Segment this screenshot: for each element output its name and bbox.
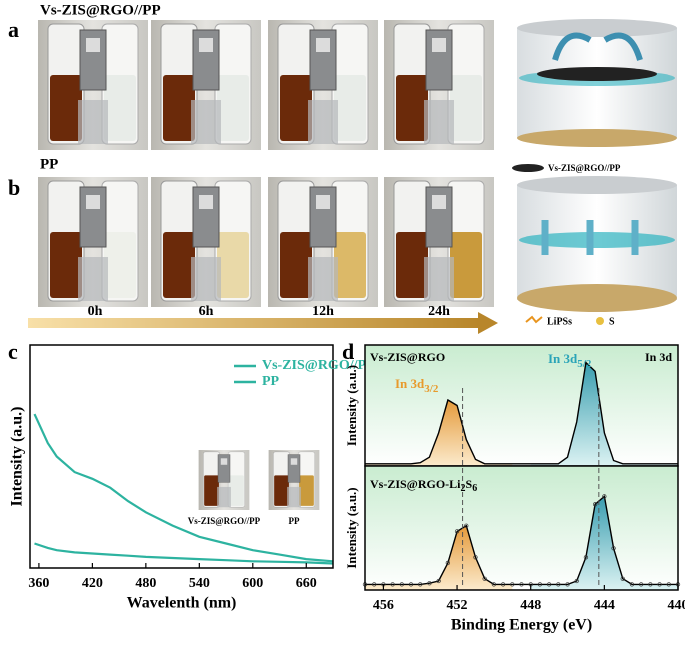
data-point (639, 582, 644, 587)
legend-label: S (609, 316, 615, 327)
peak-label-main: In 3d (395, 376, 425, 391)
x-tick-label: 452 (447, 598, 468, 613)
time-label: 0h (88, 304, 103, 319)
data-point (482, 576, 487, 581)
data-point (454, 529, 460, 534)
plot-frame (29, 344, 334, 569)
data-line (34, 542, 334, 565)
time-label: 6h (199, 304, 214, 319)
y-axis-label: Intensity (a.u.) (344, 487, 359, 568)
data-point (464, 523, 469, 528)
x-tick-label: 420 (82, 576, 103, 591)
peak-label-sub: 5/2 (577, 358, 592, 370)
data-point (629, 582, 635, 587)
schematic (512, 19, 677, 325)
data-point (473, 555, 478, 560)
y-axis-label: Intensity (a.u.) (9, 406, 26, 506)
data-point (565, 582, 570, 587)
peak-label: In 3d5/2 (548, 351, 592, 370)
data-line (365, 495, 678, 586)
data-point (556, 582, 561, 587)
inset-photos (198, 450, 320, 510)
peak-label: In 3d3/2 (395, 376, 439, 395)
x-axis-label: Wavelenth (nm) (127, 595, 237, 612)
plot-background (365, 345, 678, 466)
x-tick-label: 360 (28, 576, 49, 591)
x-tick-label: 540 (189, 576, 210, 591)
x-tick-label: 440 (668, 598, 685, 613)
legend-label: Vs-ZIS@RGO//PP (262, 358, 375, 373)
data-point (648, 582, 653, 587)
data-line (33, 413, 334, 563)
peak-area (530, 362, 678, 466)
data-point (519, 582, 524, 587)
y-axis-label: Intensity (a.u.) (344, 365, 359, 446)
data-point (611, 546, 616, 551)
panel-label: b (8, 175, 20, 200)
x-tick-label: 444 (594, 598, 615, 613)
peak-label-sub: 3/2 (424, 383, 439, 395)
data-point (602, 494, 607, 499)
plot-background (365, 466, 678, 590)
data-point (657, 582, 662, 587)
plot-frame (364, 465, 679, 591)
data-point (399, 582, 404, 587)
x-tick-label: 448 (520, 598, 541, 613)
peak-area (530, 496, 678, 590)
data-point (583, 555, 589, 560)
data-point (491, 582, 497, 587)
legend-label: PP (262, 374, 280, 389)
data-point (666, 582, 671, 587)
x-tick-label: 600 (242, 576, 263, 591)
x-tick-label: 660 (296, 576, 317, 591)
plot-label: In 3d (645, 350, 672, 364)
legend-label: LiPSs (547, 316, 572, 327)
x-axis-label: Binding Energy (eV) (451, 617, 592, 634)
plot-label: Vs-ZIS@RGO-Li2S6 (370, 477, 477, 495)
time-label: 24h (428, 304, 450, 319)
label-part: S (466, 477, 473, 491)
panel-label: d (342, 339, 354, 364)
data-point (418, 582, 423, 587)
label-subscript: 6 (472, 483, 477, 494)
data-point (592, 502, 598, 507)
data-point (390, 582, 395, 587)
data-point (510, 582, 515, 587)
data-point (427, 581, 432, 586)
data-point (408, 582, 414, 587)
inset-label: PP (289, 516, 300, 526)
data-point (537, 582, 543, 587)
panel-label: a (8, 17, 19, 42)
time-label: 12h (312, 304, 334, 319)
data-point (546, 582, 552, 587)
data-point (620, 576, 625, 581)
label-part: Vs-ZIS@RGO-Li (370, 477, 461, 491)
data-point (436, 578, 441, 584)
data-point (574, 578, 579, 584)
x-tick-label: 456 (373, 598, 394, 613)
data-point (500, 582, 506, 587)
x-tick-label: 480 (135, 576, 156, 591)
plot-label: Vs-ZIS@RGO (370, 350, 445, 364)
panel-label: c (8, 339, 18, 364)
panel-title: Vs-ZIS@RGO//PP (40, 2, 161, 18)
data-point (372, 582, 377, 587)
inset-label: Vs-ZIS@RGO//PP (188, 516, 261, 526)
peak-area (365, 525, 513, 590)
panel-title: PP (40, 156, 58, 172)
photos (28, 20, 498, 334)
legend-label: Vs-ZIS@RGO//PP (548, 163, 621, 173)
data-point (445, 560, 451, 566)
peak-label-main: In 3d (548, 351, 578, 366)
label-subscript: 2 (461, 483, 466, 494)
data-line (365, 361, 678, 465)
